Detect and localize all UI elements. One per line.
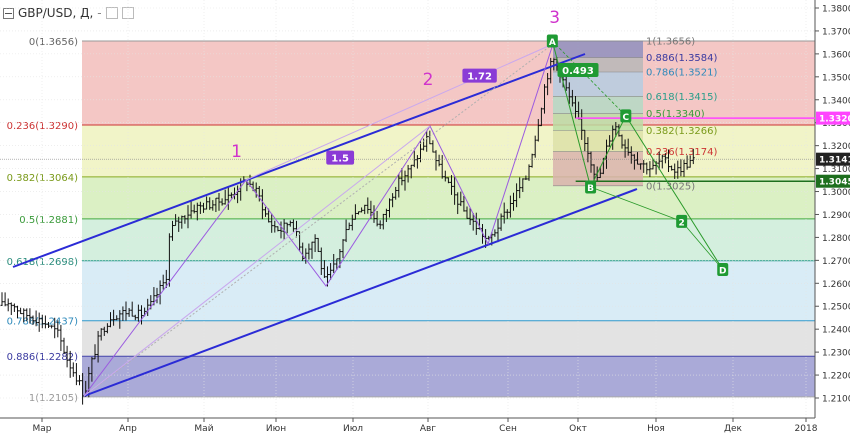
small-fib-label: 0.5(1.3340) (646, 109, 705, 120)
wave-number-label: 1 (231, 142, 242, 162)
time-tick-label: Июн (266, 424, 286, 434)
header-dash: - (97, 6, 102, 20)
time-tick-label: Окт (569, 424, 587, 434)
price-tick-label: 1.3800 (822, 5, 850, 15)
time-tick-label: 2018 (795, 424, 818, 434)
pattern-point-label: D (719, 267, 726, 277)
fib-level-label: 0.618(1.2698) (7, 257, 79, 268)
price-tick-label: 1.2800 (822, 234, 850, 244)
time-tick-label: Мар (33, 424, 52, 434)
price-tick-label: 1.2400 (822, 326, 850, 336)
ratio-tag-label: 1.5 (331, 154, 349, 165)
price-tick-label: 1.3700 (822, 27, 850, 37)
price-tag (816, 111, 850, 125)
time-tick-label: Апр (119, 424, 137, 434)
small-fib-band (553, 130, 643, 152)
price-tick-label: 1.2900 (822, 211, 850, 221)
small-fib-band (553, 151, 643, 186)
ratio-tag (557, 62, 599, 77)
fib-band (82, 356, 815, 397)
ratio-tag (326, 150, 355, 165)
time-tick-label: Авг (420, 424, 436, 434)
fib-band (82, 218, 815, 261)
abcd-pattern-line (551, 40, 724, 270)
fib-level-label: 0.5(1.2881) (19, 215, 78, 226)
small-fib-label: 1(1.3656) (646, 37, 695, 48)
channel-lower-line (83, 188, 638, 397)
pattern-point-marker (546, 34, 558, 48)
fib-level-label: 1(1.2105) (29, 393, 78, 404)
small-fib-label: 0.786(1.3521) (646, 68, 718, 79)
symbol-title: GBP/USD, Д, (18, 6, 94, 20)
time-tick-label: Дек (724, 424, 743, 434)
time-tick-label: Сен (499, 424, 517, 434)
settings-box-icon[interactable] (105, 7, 118, 19)
pattern-point-label: B (587, 184, 594, 194)
wave-number-label: 3 (549, 8, 560, 28)
price-tick-label: 1.2700 (822, 257, 850, 267)
time-tick-label: Ноя (647, 424, 665, 434)
channel-upper-line (12, 53, 586, 268)
collapse-icon[interactable] (3, 7, 14, 19)
pattern-point-marker (585, 180, 597, 194)
pattern-point-marker (676, 214, 688, 228)
price-tick-label: 1.2300 (822, 349, 850, 359)
ratio-tag-label: 0.493 (562, 66, 594, 77)
price-tick-label: 1.3200 (822, 142, 850, 152)
fib-level-label: 0.886(1.2282) (7, 352, 79, 363)
pattern-point-marker (620, 109, 632, 123)
chart-header: GBP/USD, Д, - (3, 5, 134, 21)
trend-dotted-line (83, 43, 554, 397)
price-tick-label: 1.3500 (822, 73, 850, 83)
ratio-tag (462, 68, 497, 83)
price-tag (816, 174, 850, 188)
wave-polyline (83, 43, 554, 397)
fib-level-label: 0.236(1.3290) (7, 121, 79, 132)
small-fib-label: 0.618(1.3415) (646, 92, 718, 103)
price-tick-label: 1.3100 (822, 165, 850, 175)
fib-level-label: 0(1.3656) (29, 37, 78, 48)
fib-band (82, 320, 815, 357)
time-tick-label: Июл (343, 424, 363, 434)
price-tick-label: 1.3600 (822, 50, 850, 60)
fib-level-label: 0.382(1.3064) (7, 173, 79, 184)
price-tag (816, 152, 850, 166)
small-fib-label: 0.236(1.3174) (646, 147, 718, 158)
ratio-tag-label: 1.72 (467, 72, 492, 83)
time-axis-bg (0, 418, 850, 435)
wave-diagonal-1 (83, 125, 431, 397)
pattern-point-marker (717, 263, 729, 277)
abcd-ac-line (552, 40, 627, 117)
price-axis-bg (815, 0, 850, 435)
price-tick-label: 1.2100 (822, 395, 850, 405)
small-fib-label: 0.886(1.3584) (646, 53, 718, 64)
price-tick-label: 1.3400 (822, 96, 850, 106)
price-tag-label: 1.3320 (819, 115, 850, 125)
price-tick-label: 1.3000 (822, 188, 850, 198)
time-tick-label: Май (194, 424, 213, 434)
price-tick-label: 1.2500 (822, 303, 850, 313)
price-tick-label: 1.2200 (822, 372, 850, 382)
price-tick-label: 1.2600 (822, 280, 850, 290)
wave-number-label: 2 (423, 70, 434, 90)
pattern-point-label: C (623, 113, 630, 123)
small-fib-label: 0.382(1.3266) (646, 126, 718, 137)
settings-box-icon-2[interactable] (121, 7, 134, 19)
price-bars (0, 57, 695, 405)
small-fib-band (553, 41, 643, 58)
pattern-point-label: 2 (679, 218, 685, 228)
pattern-point-label: A (549, 38, 556, 48)
wave-diagonal-2 (245, 43, 554, 181)
price-tag-label: 1.3045 (819, 178, 850, 188)
